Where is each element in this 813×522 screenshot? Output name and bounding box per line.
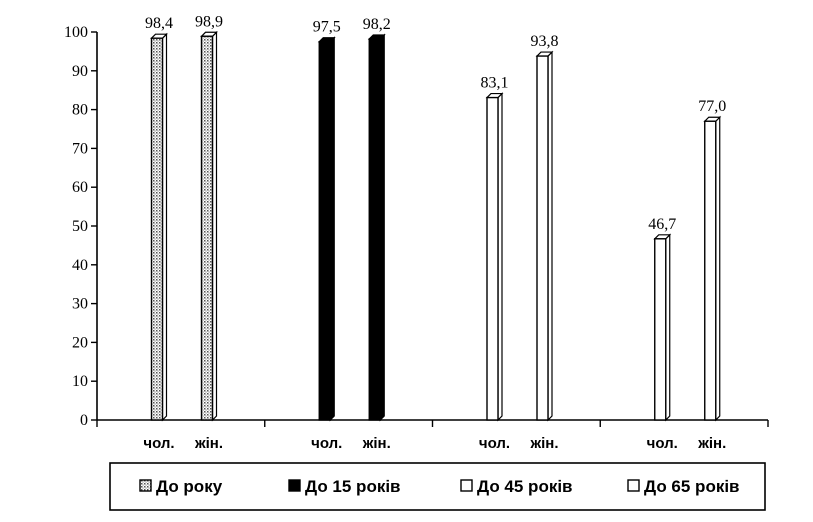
data-label: 98,9: [195, 13, 223, 30]
y-tick-label: 80: [72, 102, 88, 119]
bar: [486, 96, 499, 421]
x-category-label: жін.: [194, 435, 223, 452]
legend-label: До року: [156, 477, 223, 496]
legend-swatch: [460, 479, 473, 492]
legend-swatch: [288, 479, 301, 492]
data-label: 77,0: [698, 98, 726, 115]
y-tick-label: 70: [72, 140, 88, 157]
data-label: 83,1: [481, 75, 509, 92]
legend-swatch: [627, 479, 640, 492]
y-tick-label: 50: [72, 218, 88, 235]
y-tick-label: 10: [72, 373, 88, 390]
data-label: 98,4: [145, 15, 173, 32]
y-tick-label: 0: [80, 412, 88, 429]
data-labels: 98,4 чол. 98,9 жін. 97,5 чол. 98,2 жін. 83,1 чол.…: [143, 13, 726, 452]
x-category-label: жін.: [362, 435, 391, 452]
y-tick-label: 30: [72, 296, 88, 313]
y-tick-label: 60: [72, 179, 88, 196]
x-category-label: чол.: [311, 435, 342, 452]
bars: [150, 30, 722, 422]
bar: [536, 55, 549, 421]
data-label: 97,5: [313, 19, 341, 36]
data-label: 98,2: [363, 16, 391, 33]
x-category-label: жін.: [529, 435, 558, 452]
x-category-label: жін.: [697, 435, 726, 452]
bar: [200, 35, 214, 421]
y-tick-label: 40: [72, 257, 88, 274]
legend-label: До 65 років: [644, 477, 740, 496]
legend-box: [109, 462, 766, 511]
y-tick-label: 90: [72, 63, 88, 80]
legend-label: До 15 років: [305, 477, 401, 496]
x-category-label: чол.: [143, 435, 174, 452]
x-category-label: чол.: [479, 435, 510, 452]
bar: [704, 120, 717, 421]
legend-swatch: [139, 479, 152, 492]
x-category-label: чол.: [647, 435, 678, 452]
legend: До року До 15 років До 45 років До 65 років: [109, 462, 766, 511]
data-label: 93,8: [531, 33, 559, 50]
bar: [368, 38, 381, 421]
bar: [318, 41, 331, 421]
bar: [654, 238, 667, 421]
data-label: 46,7: [648, 216, 676, 233]
y-tick-label: 100: [64, 24, 88, 41]
bar: [150, 37, 164, 421]
legend-label: До 45 років: [477, 477, 573, 496]
y-tick-label: 20: [72, 334, 88, 351]
